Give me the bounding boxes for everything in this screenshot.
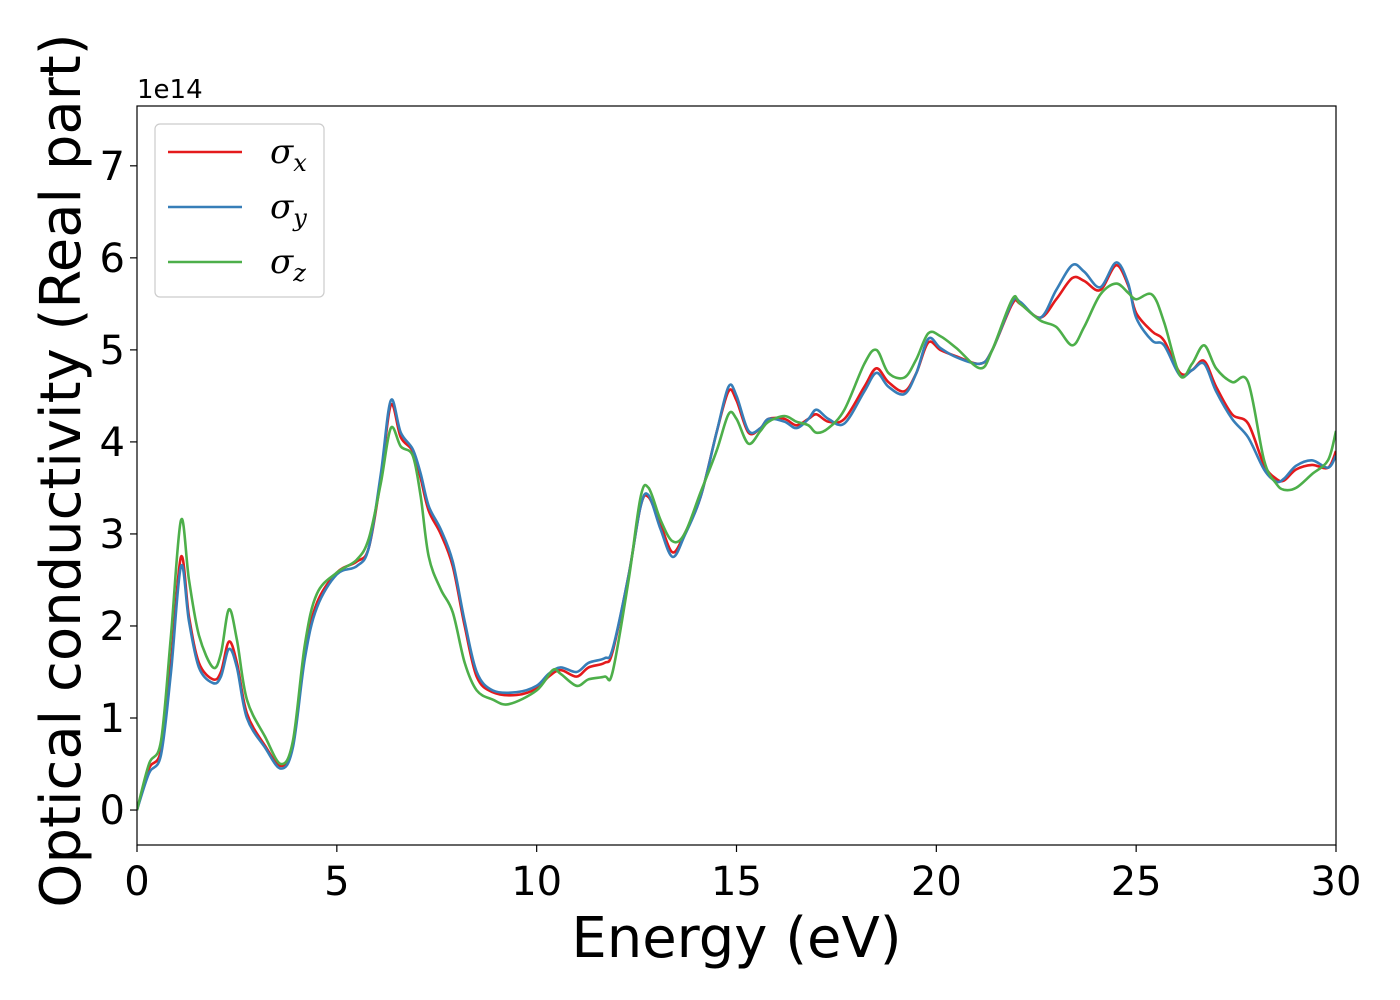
y-axis-ticks: 0 1 2 3 4 5 6 7 [100, 144, 137, 834]
x-tick-label: 10 [511, 859, 562, 905]
y-tick-label: 7 [100, 144, 125, 190]
legend-box [154, 123, 325, 298]
series-line-x [137, 263, 1336, 811]
legend: σx σy σz [154, 123, 325, 298]
series-layer [137, 261, 1336, 811]
x-tick-label: 5 [324, 859, 349, 905]
y-tick-label: 5 [100, 328, 125, 374]
y-axis-offset-label: 1e14 [137, 75, 203, 105]
y-tick-label: 3 [100, 512, 125, 558]
x-tick-label: 25 [1111, 859, 1162, 905]
y-tick-label: 1 [100, 696, 125, 742]
x-axis-label: Energy (eV) [571, 906, 901, 971]
series-line-y [137, 261, 1336, 811]
y-tick-label: 2 [100, 604, 125, 650]
x-tick-label: 20 [911, 859, 962, 905]
x-axis-ticks: 0 5 10 15 20 25 30 [124, 845, 1361, 905]
x-tick-label: 15 [711, 859, 762, 905]
series-line-z [137, 282, 1336, 811]
x-tick-label: 30 [1311, 859, 1362, 905]
y-tick-label: 6 [100, 236, 125, 282]
legend-entry-x: σx [270, 132, 307, 177]
legend-entry-y: σy [270, 187, 307, 232]
legend-entry-z: σz [270, 242, 306, 287]
y-axis-label: Optical conductivity (Real part) [29, 33, 94, 907]
y-tick-label: 0 [100, 788, 125, 834]
x-tick-label: 0 [124, 859, 149, 905]
y-tick-label: 4 [100, 420, 125, 466]
